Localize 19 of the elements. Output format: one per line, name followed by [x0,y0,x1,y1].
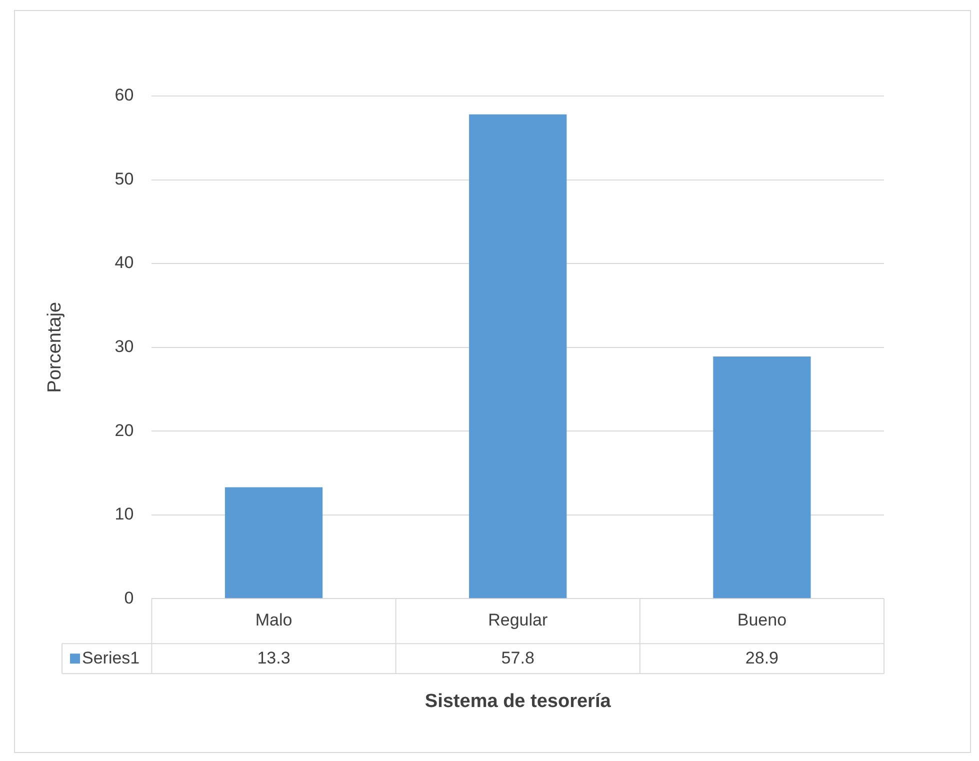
x-tick-label: Regular [488,610,548,630]
y-tick-label: 20 [114,420,134,440]
legend-label: Series1 [82,648,140,668]
y-tick-label: 60 [114,86,134,105]
y-tick-label: 0 [124,588,134,608]
y-tick-label: 50 [114,169,134,188]
x-axis-title: Sistema de tesorería [424,690,612,712]
bar [469,114,567,598]
data-label: 57.8 [501,648,534,668]
y-tick-label: 30 [114,336,134,356]
data-label: 28.9 [745,648,778,668]
bar [713,356,811,598]
data-label: 13.3 [257,648,290,668]
y-axis-title: Porcentaje [44,302,66,393]
x-tick-label: Malo [255,610,292,630]
y-tick-label: 40 [114,253,134,272]
bar [224,487,323,598]
y-tick-label: 10 [114,504,134,524]
x-tick-label: Bueno [737,610,787,630]
